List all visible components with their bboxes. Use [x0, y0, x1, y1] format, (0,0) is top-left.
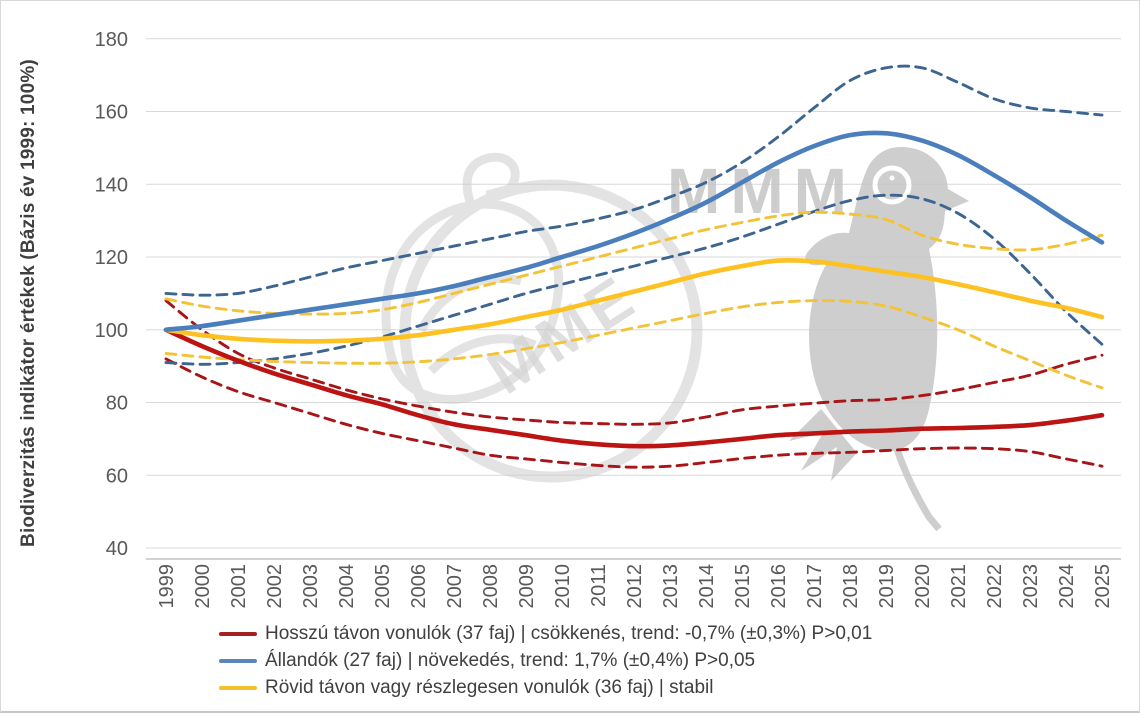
legend-label: Hosszú távon vonulók (37 faj) | csökkené… — [265, 623, 873, 644]
x-tick-label: 2022 — [984, 564, 1006, 609]
y-tick-label: 120 — [95, 247, 128, 269]
legend-swatch-blue — [219, 659, 257, 663]
watermark-mmm-text: MMM — [667, 155, 857, 227]
y-tick-label: 100 — [95, 320, 128, 342]
series-blue-trend — [163, 130, 1105, 333]
series-red-ci-upper — [164, 299, 1104, 426]
legend-swatch-yellow — [219, 686, 257, 690]
series-red-ci-lower — [164, 357, 1104, 469]
y-tick-label: 40 — [106, 538, 128, 560]
x-tick-label: 2017 — [804, 564, 826, 609]
x-tick-label: 2011 — [588, 564, 610, 607]
y-tick-label: 80 — [106, 393, 128, 415]
x-tick-label: 2016 — [768, 564, 790, 609]
series-yellow-ci-lower — [164, 299, 1104, 390]
legend-label: Rövid távon vagy részlegesen vonulók (36… — [265, 677, 714, 698]
x-tick-label: 2021 — [948, 564, 970, 609]
y-tick-label: 60 — [106, 465, 128, 487]
x-tick-label: 2025 — [1092, 564, 1114, 609]
legend-item-residents: Állandók (27 faj) | növekedés, trend: 1,… — [219, 650, 872, 671]
legend: Hosszú távon vonulók (37 faj) | csökkené… — [219, 623, 873, 698]
y-tick-label: 140 — [95, 174, 128, 196]
x-tick-label: 2013 — [660, 564, 682, 609]
legend-item-long-distance-migrants: Hosszú távon vonulók (37 faj) | csökkené… — [219, 623, 873, 644]
x-tick-label: 2023 — [1020, 564, 1042, 609]
x-tick-label: 2010 — [552, 564, 574, 609]
series-red-trend — [163, 327, 1105, 449]
series-yellow-trend — [163, 257, 1105, 344]
legend-item-short-distance-migrants: Rövid távon vagy részlegesen vonulók (36… — [219, 677, 872, 698]
x-tick-label: 2012 — [624, 564, 646, 609]
x-tick-label: 2006 — [408, 564, 430, 609]
y-tick-label: 160 — [95, 102, 128, 124]
series-layer — [163, 64, 1105, 469]
x-tick-label: 2008 — [480, 564, 502, 609]
watermark: MME MMM — [381, 147, 969, 532]
x-tick-label: 2014 — [696, 564, 718, 609]
x-tick-label: 2004 — [336, 564, 358, 609]
watermark-bird-emblem — [381, 152, 703, 483]
y-tick-label: 180 — [95, 29, 128, 51]
series-blue-ci-lower — [164, 193, 1104, 366]
x-tick-label: 2018 — [840, 564, 862, 609]
legend-swatch-red — [219, 632, 257, 636]
x-tick-label: 2000 — [192, 564, 214, 609]
legend-label: Állandók (27 faj) | növekedés, trend: 1,… — [265, 650, 756, 671]
series-blue-ci-upper — [164, 64, 1104, 297]
x-tick-label: 2003 — [300, 564, 322, 609]
x-tick-label: 2024 — [1056, 564, 1078, 609]
x-tick-label: 2007 — [444, 564, 466, 609]
axis-layer: 180 160 140 120 100 80 60 40 1999 2000 2001 2002 200… — [95, 29, 1121, 609]
x-tick-label: 2019 — [876, 564, 898, 609]
x-tick-label: 2020 — [912, 564, 934, 609]
x-tick-label: 2001 — [228, 564, 250, 609]
series-yellow-ci-upper — [164, 210, 1104, 316]
x-tick-label: 2015 — [732, 564, 754, 609]
x-tick-label: 2005 — [372, 564, 394, 609]
watermark-bird-silhouette — [789, 147, 969, 532]
x-tick-label: 2009 — [516, 564, 538, 609]
x-tick-label: 1999 — [156, 564, 178, 609]
x-tick-label: 2002 — [264, 564, 286, 609]
gridlines — [146, 38, 1121, 549]
